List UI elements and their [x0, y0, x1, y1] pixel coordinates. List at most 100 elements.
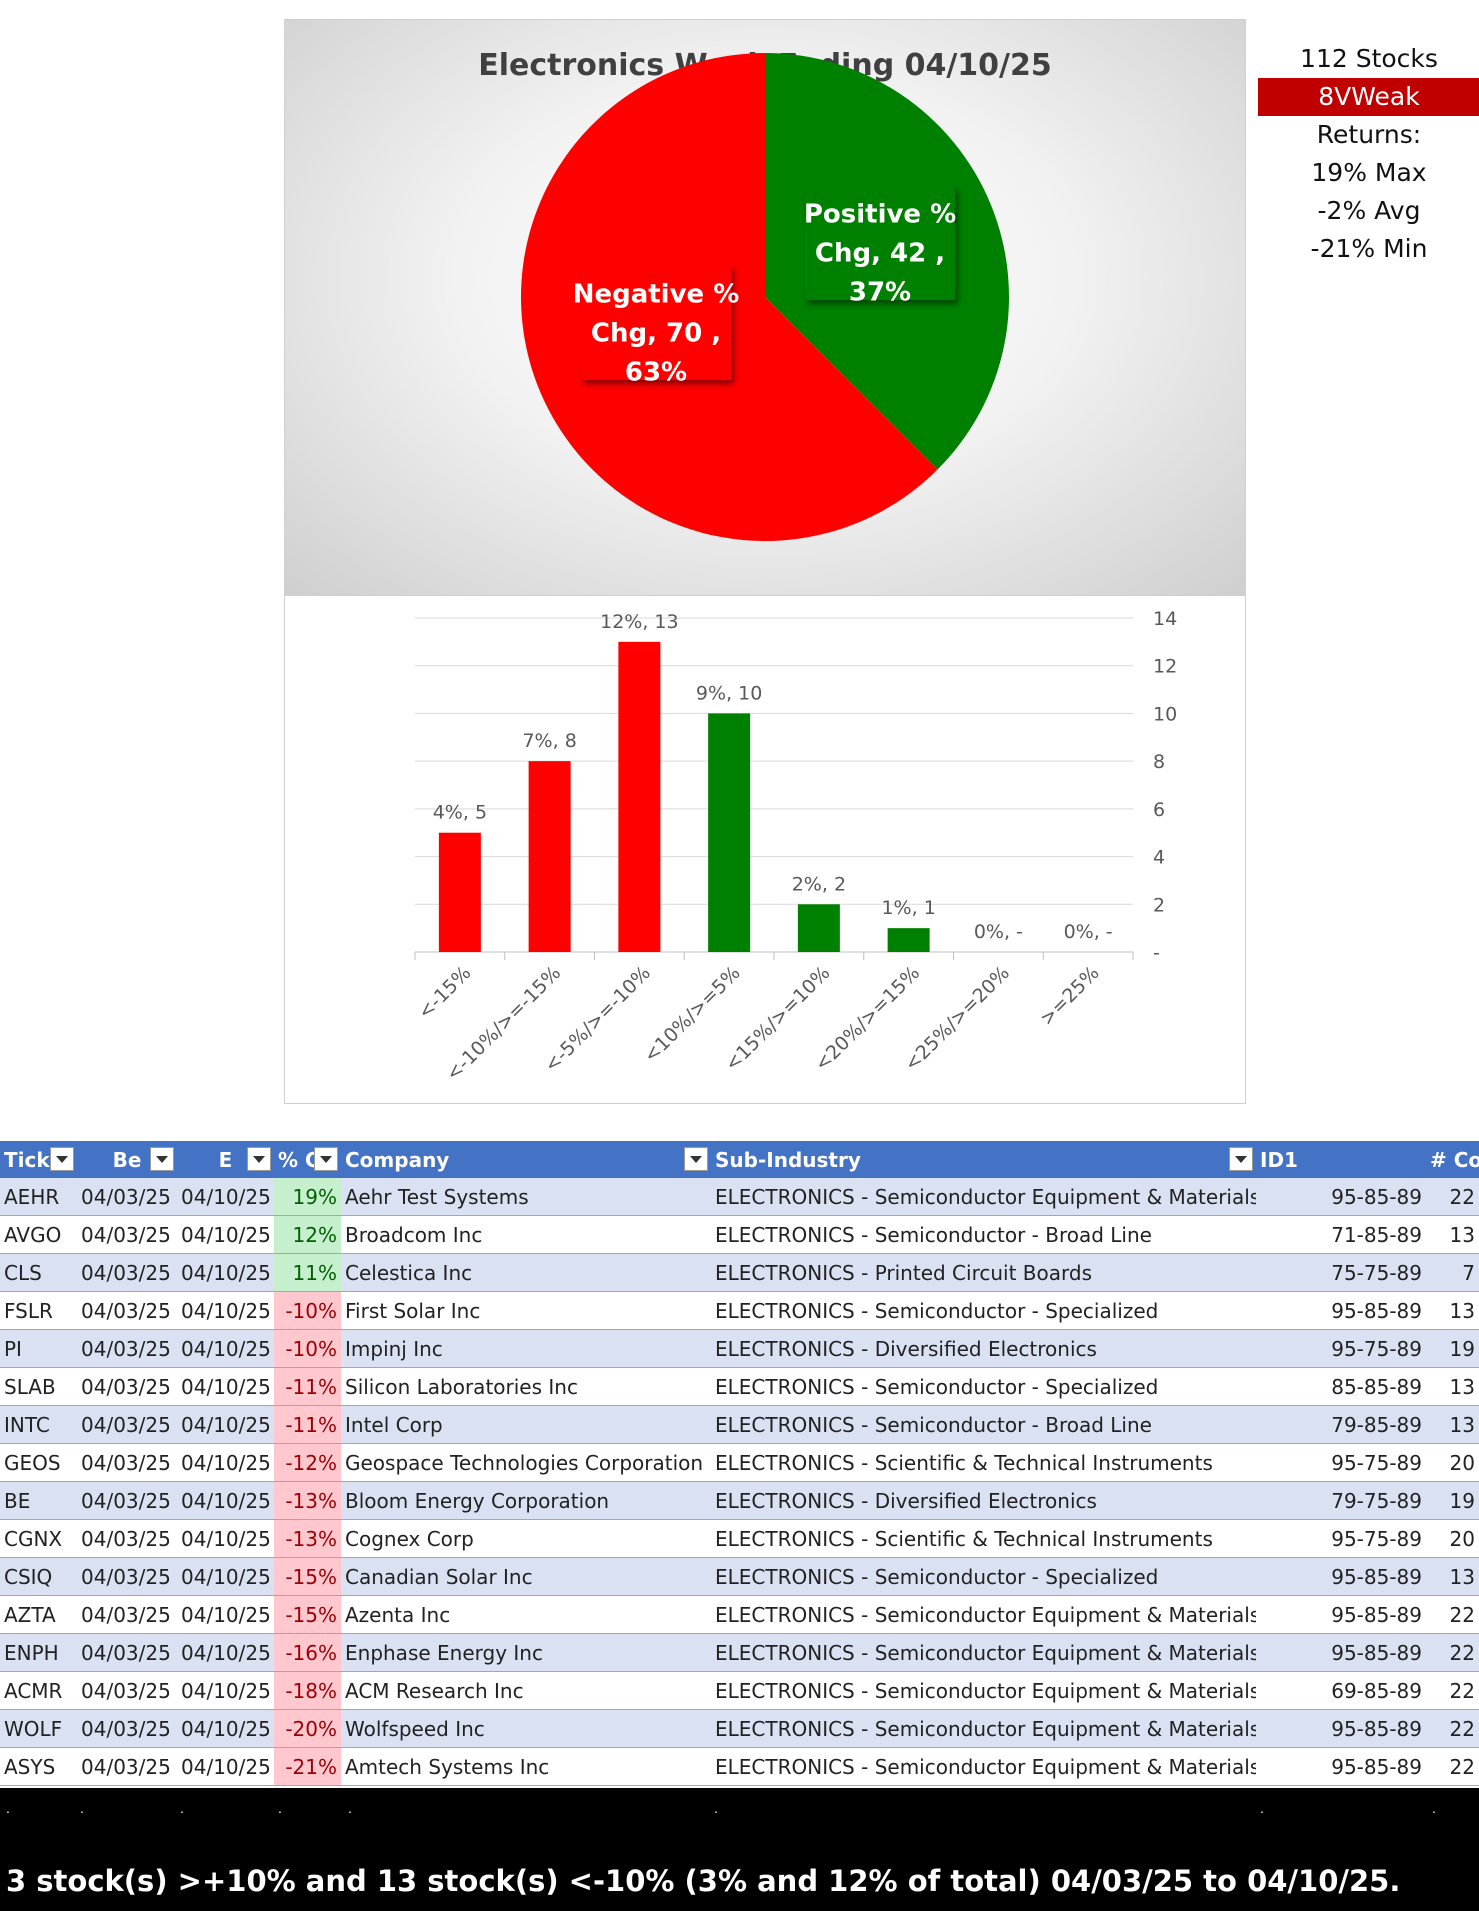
ticker-cell: PI: [0, 1329, 77, 1368]
bar-chart-panel: 4%, 5 7%, 8 12%, 13 9%, 10 2%, 2 1%, 1 0%, - 0%…: [284, 596, 1246, 1104]
id1-cell: 95-75-89: [1256, 1519, 1426, 1558]
filter-dropdown-icon[interactable]: [314, 1147, 338, 1171]
end-date-cell: 04/10/25: [177, 1178, 274, 1216]
column-header-begin[interactable]: Be: [77, 1141, 177, 1178]
num-cos-cell: 7: [1426, 1253, 1479, 1292]
table-row[interactable]: SLAB 04/03/25 04/10/25 -11% Silicon Laborato…: [0, 1367, 1479, 1406]
ticker-cell: CLS: [0, 1253, 77, 1292]
begin-date-cell: 04/03/25: [77, 1481, 177, 1520]
begin-date-cell: 04/03/25: [77, 1443, 177, 1482]
pie-chart-panel: Electronics Week Ending 04/10/25 Positiv…: [284, 19, 1246, 596]
table-row[interactable]: PI 04/03/25 04/10/25 -10% Impinj Inc ELECTRON…: [0, 1329, 1479, 1368]
pct-change-cell: -18%: [274, 1671, 341, 1710]
id1-cell: 95-85-89: [1256, 1557, 1426, 1596]
svg-text:63%: 63%: [625, 358, 687, 388]
table-row[interactable]: CSIQ 04/03/25 04/10/25 -15% Canadian Solar I…: [0, 1557, 1479, 1596]
table-row[interactable]: ENPH 04/03/25 04/10/25 -16% Enphase Energy I…: [0, 1633, 1479, 1672]
filter-dropdown-icon[interactable]: [150, 1147, 174, 1171]
table-row[interactable]: CGNX 04/03/25 04/10/25 -13% Cognex Corp ELECT…: [0, 1519, 1479, 1558]
table-header-row: Tick Be E % C Company Sub-Industry ID1 #…: [0, 1141, 1479, 1178]
end-date-cell: 04/10/25: [177, 1405, 274, 1444]
num-cos-cell: 19: [1426, 1329, 1479, 1368]
table-row[interactable]: FSLR 04/03/25 04/10/25 -10% First Solar Inc E…: [0, 1291, 1479, 1330]
id1-cell: 69-85-89: [1256, 1671, 1426, 1710]
sub-industry-cell: ELECTRONICS - Semiconductor Equipment & …: [711, 1709, 1256, 1748]
num-cos-cell: 20: [1426, 1519, 1479, 1558]
company-cell: Wolfspeed Inc: [341, 1709, 711, 1748]
table-row[interactable]: BE 04/03/25 04/10/25 -13% Bloom Energy Corpo…: [0, 1481, 1479, 1520]
table-row[interactable]: INTC 04/03/25 04/10/25 -11% Intel Corp ELECTR…: [0, 1405, 1479, 1444]
num-cos-cell: 13: [1426, 1215, 1479, 1254]
bar: [797, 904, 840, 952]
bar-chart: 4%, 5 7%, 8 12%, 13 9%, 10 2%, 2 1%, 1 0%, - 0%…: [414, 608, 1177, 1085]
begin-date-cell: 04/03/25: [77, 1633, 177, 1672]
begin-date-cell: 04/03/25: [77, 1178, 177, 1216]
table-row[interactable]: ACMR 04/03/25 04/10/25 -18% ACM Research Inc…: [0, 1671, 1479, 1710]
num-cos-cell: 22: [1426, 1671, 1479, 1710]
table-row[interactable]: ASYS 04/03/25 04/10/25 -21% Amtech Systems I…: [0, 1747, 1479, 1786]
pct-change-cell: -20%: [274, 1709, 341, 1748]
ticker-cell: AZTA: [0, 1595, 77, 1634]
table-row[interactable]: AZTA 04/03/25 04/10/25 -15% Azenta Inc ELECTR…: [0, 1595, 1479, 1634]
company-cell: Aehr Test Systems: [341, 1178, 711, 1216]
table-row[interactable]: AEHR 04/03/25 04/10/25 19% Aehr Test Systems…: [0, 1178, 1479, 1216]
y-tick-label: 10: [1153, 703, 1177, 725]
ticker-cell: INTC: [0, 1405, 77, 1444]
pct-change-cell: -16%: [274, 1633, 341, 1672]
pie-data-label: Negative % Chg, 70 , 63%: [573, 266, 739, 388]
company-cell: Azenta Inc: [341, 1595, 711, 1634]
begin-date-cell: 04/03/25: [77, 1367, 177, 1406]
table-row[interactable]: GEOS 04/03/25 04/10/25 -12% Geospace Technol…: [0, 1443, 1479, 1482]
sub-industry-cell: ELECTRONICS - Scientific & Technical Ins…: [711, 1443, 1256, 1482]
summary-text: 3 stock(s) >+10% and 13 stock(s) <-10% (…: [6, 1864, 1401, 1898]
stock-count: 112 Stocks: [1300, 44, 1438, 73]
sub-industry-cell: ELECTRONICS - Semiconductor Equipment & …: [711, 1671, 1256, 1710]
column-header-ticker[interactable]: Tick: [0, 1141, 77, 1178]
column-header-pct-change[interactable]: % C: [274, 1141, 341, 1178]
sub-industry-cell: ELECTRONICS - Semiconductor - Specialize…: [711, 1557, 1256, 1596]
id1-cell: 79-75-89: [1256, 1481, 1426, 1520]
pct-change-cell: -15%: [274, 1595, 341, 1634]
num-cos-cell: 13: [1426, 1367, 1479, 1406]
bar: [528, 761, 571, 952]
id1-cell: 95-85-89: [1256, 1595, 1426, 1634]
column-header-company[interactable]: Company: [341, 1141, 711, 1178]
table-row[interactable]: WOLF 04/03/25 04/10/25 -20% Wolfspeed Inc ELE…: [0, 1709, 1479, 1748]
end-date-cell: 04/10/25: [177, 1595, 274, 1634]
company-cell: Broadcom Inc: [341, 1215, 711, 1254]
column-header-sub-industry[interactable]: Sub-Industry: [711, 1141, 1256, 1178]
begin-date-cell: 04/03/25: [77, 1747, 177, 1786]
num-cos-cell: 22: [1426, 1633, 1479, 1672]
company-cell: ACM Research Inc: [341, 1671, 711, 1710]
filter-dropdown-icon[interactable]: [50, 1147, 74, 1171]
end-date-cell: 04/10/25: [177, 1747, 274, 1786]
ticker-cell: ASYS: [0, 1747, 77, 1786]
id1-cell: 95-85-89: [1256, 1747, 1426, 1786]
pct-change-cell: -13%: [274, 1481, 341, 1520]
sub-industry-cell: ELECTRONICS - Semiconductor Equipment & …: [711, 1595, 1256, 1634]
avg-return: -2% Avg: [1317, 196, 1421, 225]
id1-cell: 95-85-89: [1256, 1633, 1426, 1672]
pct-change-cell: -13%: [274, 1519, 341, 1558]
y-tick-label: 12: [1153, 656, 1177, 678]
company-cell: Impinj Inc: [341, 1329, 711, 1368]
table-row[interactable]: AVGO 04/03/25 04/10/25 12% Broadcom Inc ELECT…: [0, 1215, 1479, 1254]
column-header-id1[interactable]: ID1: [1256, 1141, 1426, 1178]
begin-date-cell: 04/03/25: [77, 1557, 177, 1596]
pct-change-cell: -12%: [274, 1443, 341, 1482]
ticker-cell: WOLF: [0, 1709, 77, 1748]
filter-dropdown-icon[interactable]: [247, 1147, 271, 1171]
filter-dropdown-icon[interactable]: [684, 1147, 708, 1171]
begin-date-cell: 04/03/25: [77, 1709, 177, 1748]
column-header-end[interactable]: E: [177, 1141, 274, 1178]
id1-cell: 95-85-89: [1256, 1178, 1426, 1216]
column-header-num-cos[interactable]: # Cos: [1426, 1141, 1479, 1178]
begin-date-cell: 04/03/25: [77, 1405, 177, 1444]
bar-data-label: 0%, -: [974, 921, 1023, 943]
num-cos-cell: 22: [1426, 1747, 1479, 1786]
svg-text:Chg, 42 ,: Chg, 42 ,: [815, 239, 945, 269]
table-row[interactable]: CLS 04/03/25 04/10/25 11% Celestica Inc ELECT…: [0, 1253, 1479, 1292]
filter-dropdown-icon[interactable]: [1229, 1147, 1253, 1171]
bar-data-label: 2%, 2: [792, 873, 846, 895]
ticker-cell: CSIQ: [0, 1557, 77, 1596]
